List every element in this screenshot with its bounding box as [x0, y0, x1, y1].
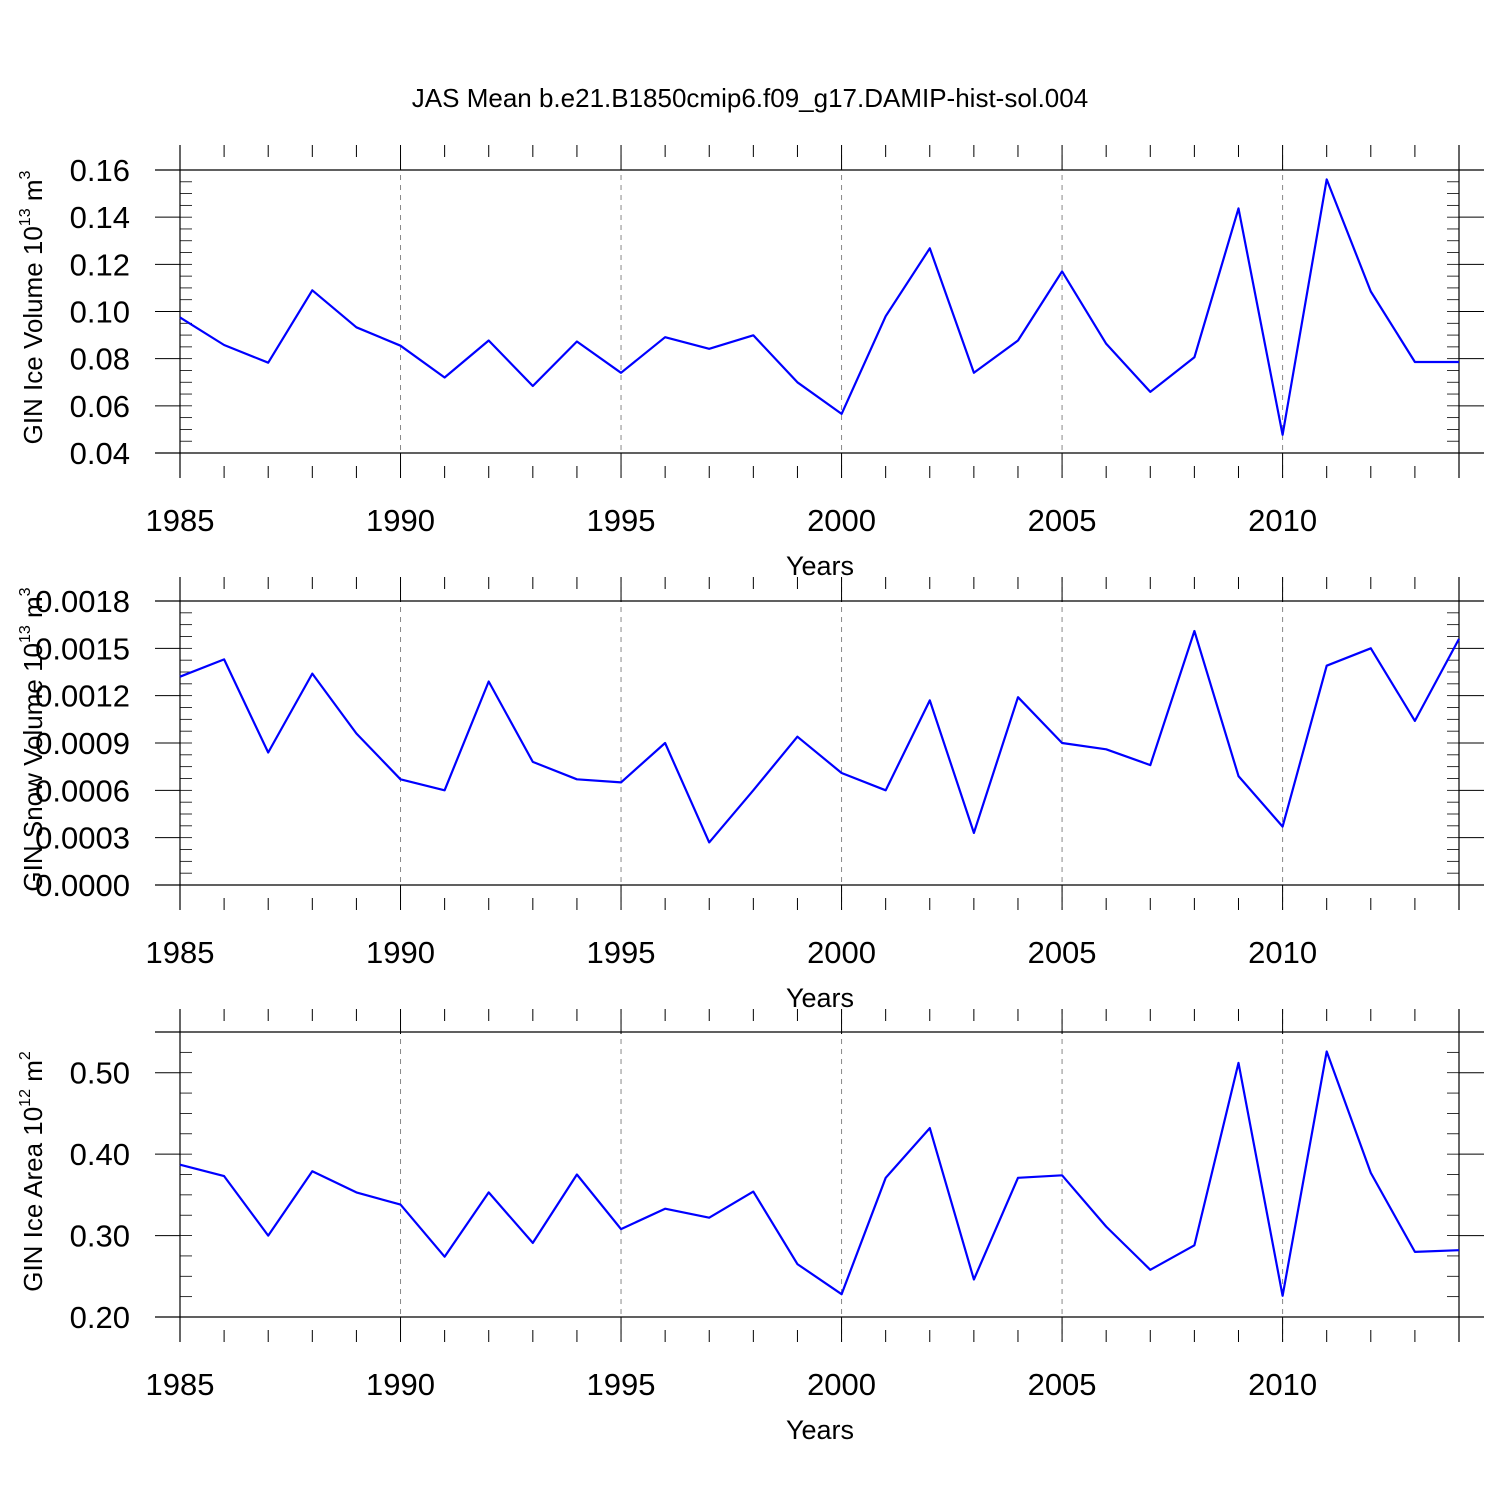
- x-tick-label: 1985: [146, 503, 215, 538]
- y-tick-label: 0.04: [70, 436, 130, 471]
- x-tick-label: 1995: [587, 1367, 656, 1402]
- y-axis-label: GIN Ice Volume 1013 m3: [17, 170, 48, 444]
- x-tick-label: 2010: [1248, 503, 1317, 538]
- y-axis-label: GIN Snow Volume 1013 m3: [17, 587, 48, 891]
- y-label-superscript: 13: [17, 208, 34, 226]
- x-tick-label: 2000: [807, 503, 876, 538]
- y-label-text: m: [18, 596, 48, 625]
- x-tick-label: 2005: [1028, 1367, 1097, 1402]
- panel-1: 1985 1990 1995 2000 2005 2010 0.04 0.06 0.08 0.10…: [17, 145, 1484, 581]
- x-tick-label: 1990: [366, 1367, 435, 1402]
- y-label-text: GIN Ice Area 10: [18, 1107, 48, 1292]
- y-label-text: GIN Ice Volume 10: [18, 226, 48, 444]
- y-tick-label: 0.40: [70, 1137, 130, 1172]
- x-tick-label: 1995: [587, 503, 656, 538]
- x-tick-label: 2000: [807, 935, 876, 970]
- y-tick-label: 0.14: [70, 200, 130, 235]
- x-tick-label: 2005: [1028, 503, 1097, 538]
- x-tick-label: 2005: [1028, 935, 1097, 970]
- y-tick-label: 0.06: [70, 389, 130, 424]
- x-tick-label: 1995: [587, 935, 656, 970]
- y-label-superscript: 13: [17, 625, 34, 643]
- y-tick-label: 0.30: [70, 1219, 130, 1254]
- y-label-text: m: [18, 179, 48, 208]
- y-axis-label: GIN Ice Area 1012 m2: [17, 1051, 48, 1292]
- y-label-superscript: 3: [17, 170, 34, 179]
- y-label-superscript: 12: [17, 1089, 34, 1107]
- y-tick-label: 0.10: [70, 295, 130, 330]
- x-axis-label: Years: [786, 551, 854, 581]
- series-line: [179, 1050, 1460, 1297]
- y-tick-label: 0.0009: [35, 726, 130, 761]
- y-tick-label: 0.20: [70, 1300, 130, 1335]
- y-label-text: m: [18, 1060, 48, 1089]
- y-tick-label: 0.16: [70, 153, 130, 188]
- y-tick-label: 0.0003: [35, 821, 130, 856]
- x-tick-label: 1985: [146, 935, 215, 970]
- x-tick-label: 2010: [1248, 1367, 1317, 1402]
- y-tick-label: 0.50: [70, 1056, 130, 1091]
- y-label-superscript: 3: [17, 587, 34, 596]
- x-axis-label: Years: [786, 983, 854, 1013]
- chart-title: JAS Mean b.e21.B1850cmip6.f09_g17.DAMIP-…: [412, 83, 1088, 113]
- y-tick-label: 0.08: [70, 342, 130, 377]
- panel-3: 1985 1990 1995 2000 2005 2010 0.20 0.30 0.40 0.50…: [17, 1009, 1484, 1445]
- y-tick-label: 0.0000: [35, 868, 130, 903]
- y-tick-label: 0.0015: [35, 631, 130, 666]
- y-label-superscript: 2: [17, 1051, 34, 1060]
- x-tick-label: 2000: [807, 1367, 876, 1402]
- x-tick-label: 2010: [1248, 935, 1317, 970]
- y-label-text: GIN Snow Volume 10: [18, 643, 48, 892]
- series-line: [179, 178, 1459, 436]
- x-axis-label: Years: [786, 1415, 854, 1445]
- x-tick-label: 1990: [366, 935, 435, 970]
- y-tick-label: 0.0012: [35, 679, 130, 714]
- y-tick-label: 0.0006: [35, 773, 130, 808]
- series-line: [179, 629, 1460, 844]
- y-tick-label: 0.12: [70, 247, 130, 282]
- x-tick-label: 1985: [146, 1367, 215, 1402]
- y-tick-label: 0.0018: [35, 584, 130, 619]
- panel-2: 1985 1990 1995 2000 2005 2010 0.0000 0.0003 0.00…: [17, 577, 1484, 1013]
- x-tick-label: 1990: [366, 503, 435, 538]
